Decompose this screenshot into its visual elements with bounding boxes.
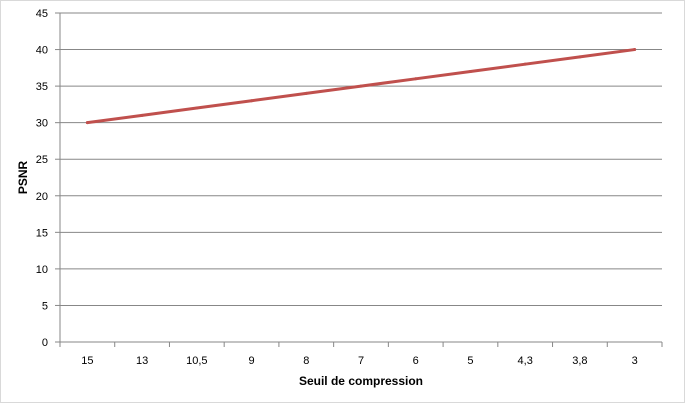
gridlines — [60, 12, 662, 306]
y-tick-labels: 0 5 10 15 20 25 30 35 40 45 — [36, 8, 48, 349]
data-point — [85, 121, 89, 125]
y-tick-label: 20 — [36, 191, 48, 203]
y-tick-label: 10 — [36, 264, 48, 276]
y-tick-label: 30 — [36, 118, 48, 130]
data-point — [578, 55, 582, 59]
x-tick-label: 6 — [413, 355, 419, 367]
x-tick-label: 8 — [303, 355, 309, 367]
x-tick-label: 15 — [81, 355, 93, 367]
x-tick-label: 5 — [467, 355, 473, 367]
x-tick-label: 7 — [358, 355, 364, 367]
data-point — [414, 77, 418, 81]
data-point — [359, 84, 363, 88]
data-point — [140, 113, 144, 117]
x-tick-label: 10,5 — [186, 355, 207, 367]
axes — [55, 12, 663, 347]
y-tick-label: 25 — [36, 154, 48, 166]
data-point — [195, 106, 199, 110]
x-tick-label: 3,8 — [572, 355, 587, 367]
data-point — [468, 69, 472, 73]
y-tick-label: 5 — [42, 300, 48, 312]
y-axis-title: PSNR — [16, 160, 30, 194]
data-point — [250, 99, 254, 103]
x-tick-labels: 15 13 10,5 9 8 7 6 5 4,3 3,8 3 — [81, 355, 637, 367]
y-tick-label: 35 — [36, 81, 48, 93]
data-point — [523, 62, 527, 66]
x-tick-label: 9 — [248, 355, 254, 367]
y-tick-label: 40 — [36, 45, 48, 57]
data-point — [633, 48, 637, 52]
x-tick-label: 4,3 — [518, 355, 533, 367]
x-tick-label: 13 — [136, 355, 148, 367]
x-axis-title: Seuil de compression — [299, 374, 423, 388]
series-layer — [85, 48, 637, 125]
y-tick-label: 15 — [36, 227, 48, 239]
y-tick-label: 0 — [42, 337, 48, 349]
x-tick-label: 3 — [632, 355, 638, 367]
y-tick-label: 45 — [36, 8, 48, 20]
data-point — [304, 91, 308, 95]
